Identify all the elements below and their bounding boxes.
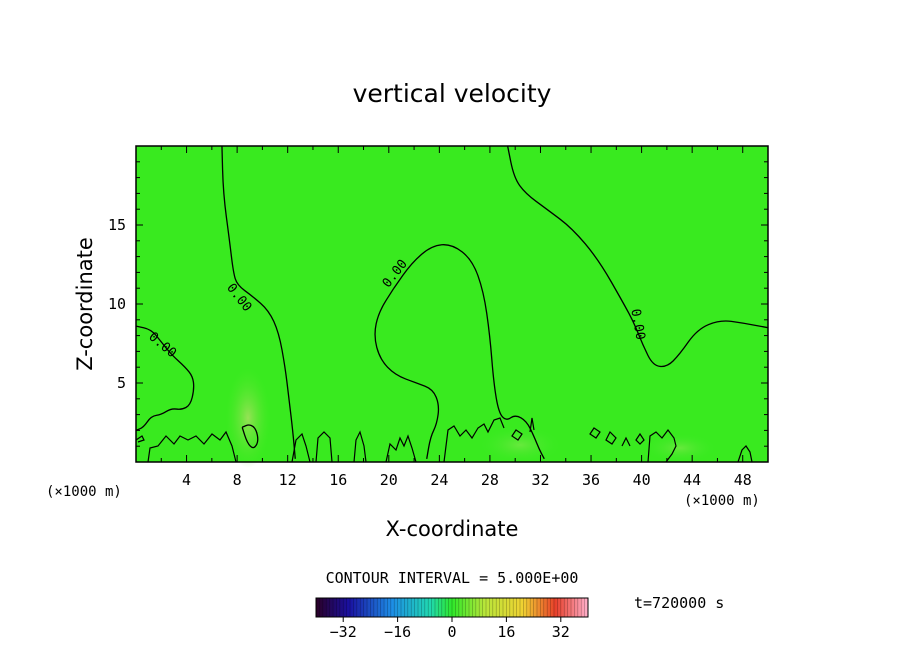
x-tick-label: 16 [329, 471, 347, 489]
contour-interval: CONTOUR INTERVAL = 5.000E+00 [326, 569, 579, 587]
zero-contour-line [221, 145, 296, 459]
x-tick-label: 8 [233, 471, 242, 489]
x-tick-label: 20 [380, 471, 398, 489]
x-axis: 4 8 12 16 20 24 28 32 36 40 44 48 [160, 146, 752, 489]
chart-title: vertical velocity [353, 79, 552, 108]
velocity-highlight [226, 368, 270, 468]
x-tick-label: 32 [531, 471, 549, 489]
zero-contour-line [506, 145, 769, 368]
colorbar-ticks: −32 −16 0 16 32 [330, 617, 570, 641]
y-tick-label: 10 [108, 295, 126, 313]
zero-contour-line [393, 244, 545, 460]
surface-contour [385, 434, 417, 463]
x-tick-label: 44 [683, 471, 701, 489]
colorbar-tick-label: 16 [497, 623, 515, 641]
time-label: t=720000 s [634, 594, 724, 612]
zero-contour-line [374, 287, 440, 459]
surface-contour [737, 445, 753, 463]
y-tick-label: 15 [108, 216, 126, 234]
surface-contour [147, 430, 237, 463]
surface-contour [353, 430, 367, 463]
surface-contour [135, 435, 145, 443]
zero-contour-line [135, 325, 195, 431]
surface-contour [511, 429, 523, 441]
velocity-highlight [480, 427, 560, 463]
x-tick-label: 4 [182, 471, 191, 489]
surface-contour [315, 431, 333, 463]
y-axis-label: Z-coordinate [73, 237, 97, 371]
surface-contour [647, 429, 677, 463]
surface-contour [605, 430, 617, 445]
surface-contour [589, 427, 601, 439]
zero-contour-line [241, 424, 259, 449]
y-axis: 5 10 15 [108, 161, 768, 447]
surface-contour [291, 432, 311, 463]
x-tick-label: 48 [734, 471, 752, 489]
x-unit-right: (×1000 m) [684, 493, 760, 509]
colorbar-tick-label: −32 [330, 623, 357, 641]
colorbar-bands [319, 598, 585, 617]
colorbar-tick-label: 0 [447, 623, 456, 641]
x-tick-label: 12 [279, 471, 297, 489]
colorbar [316, 598, 588, 617]
colorbar-tick-label: −16 [384, 623, 411, 641]
velocity-highlight [645, 434, 715, 462]
colorbar-tick-label: 32 [552, 623, 570, 641]
y-tick-label: 5 [117, 374, 126, 392]
surface-contour [621, 436, 631, 447]
contour-label: 0.00 [627, 308, 647, 341]
surface-contour [529, 417, 535, 433]
surface-contour [443, 417, 505, 463]
surface-contour [635, 432, 645, 445]
x-tick-label: 36 [582, 471, 600, 489]
x-tick-label: 28 [481, 471, 499, 489]
x-tick-label: 24 [430, 471, 448, 489]
x-tick-label: 40 [633, 471, 651, 489]
x-axis-label: X-coordinate [386, 517, 519, 541]
contour-lines [135, 145, 769, 460]
x-unit-left: (×1000 m) [46, 484, 122, 500]
